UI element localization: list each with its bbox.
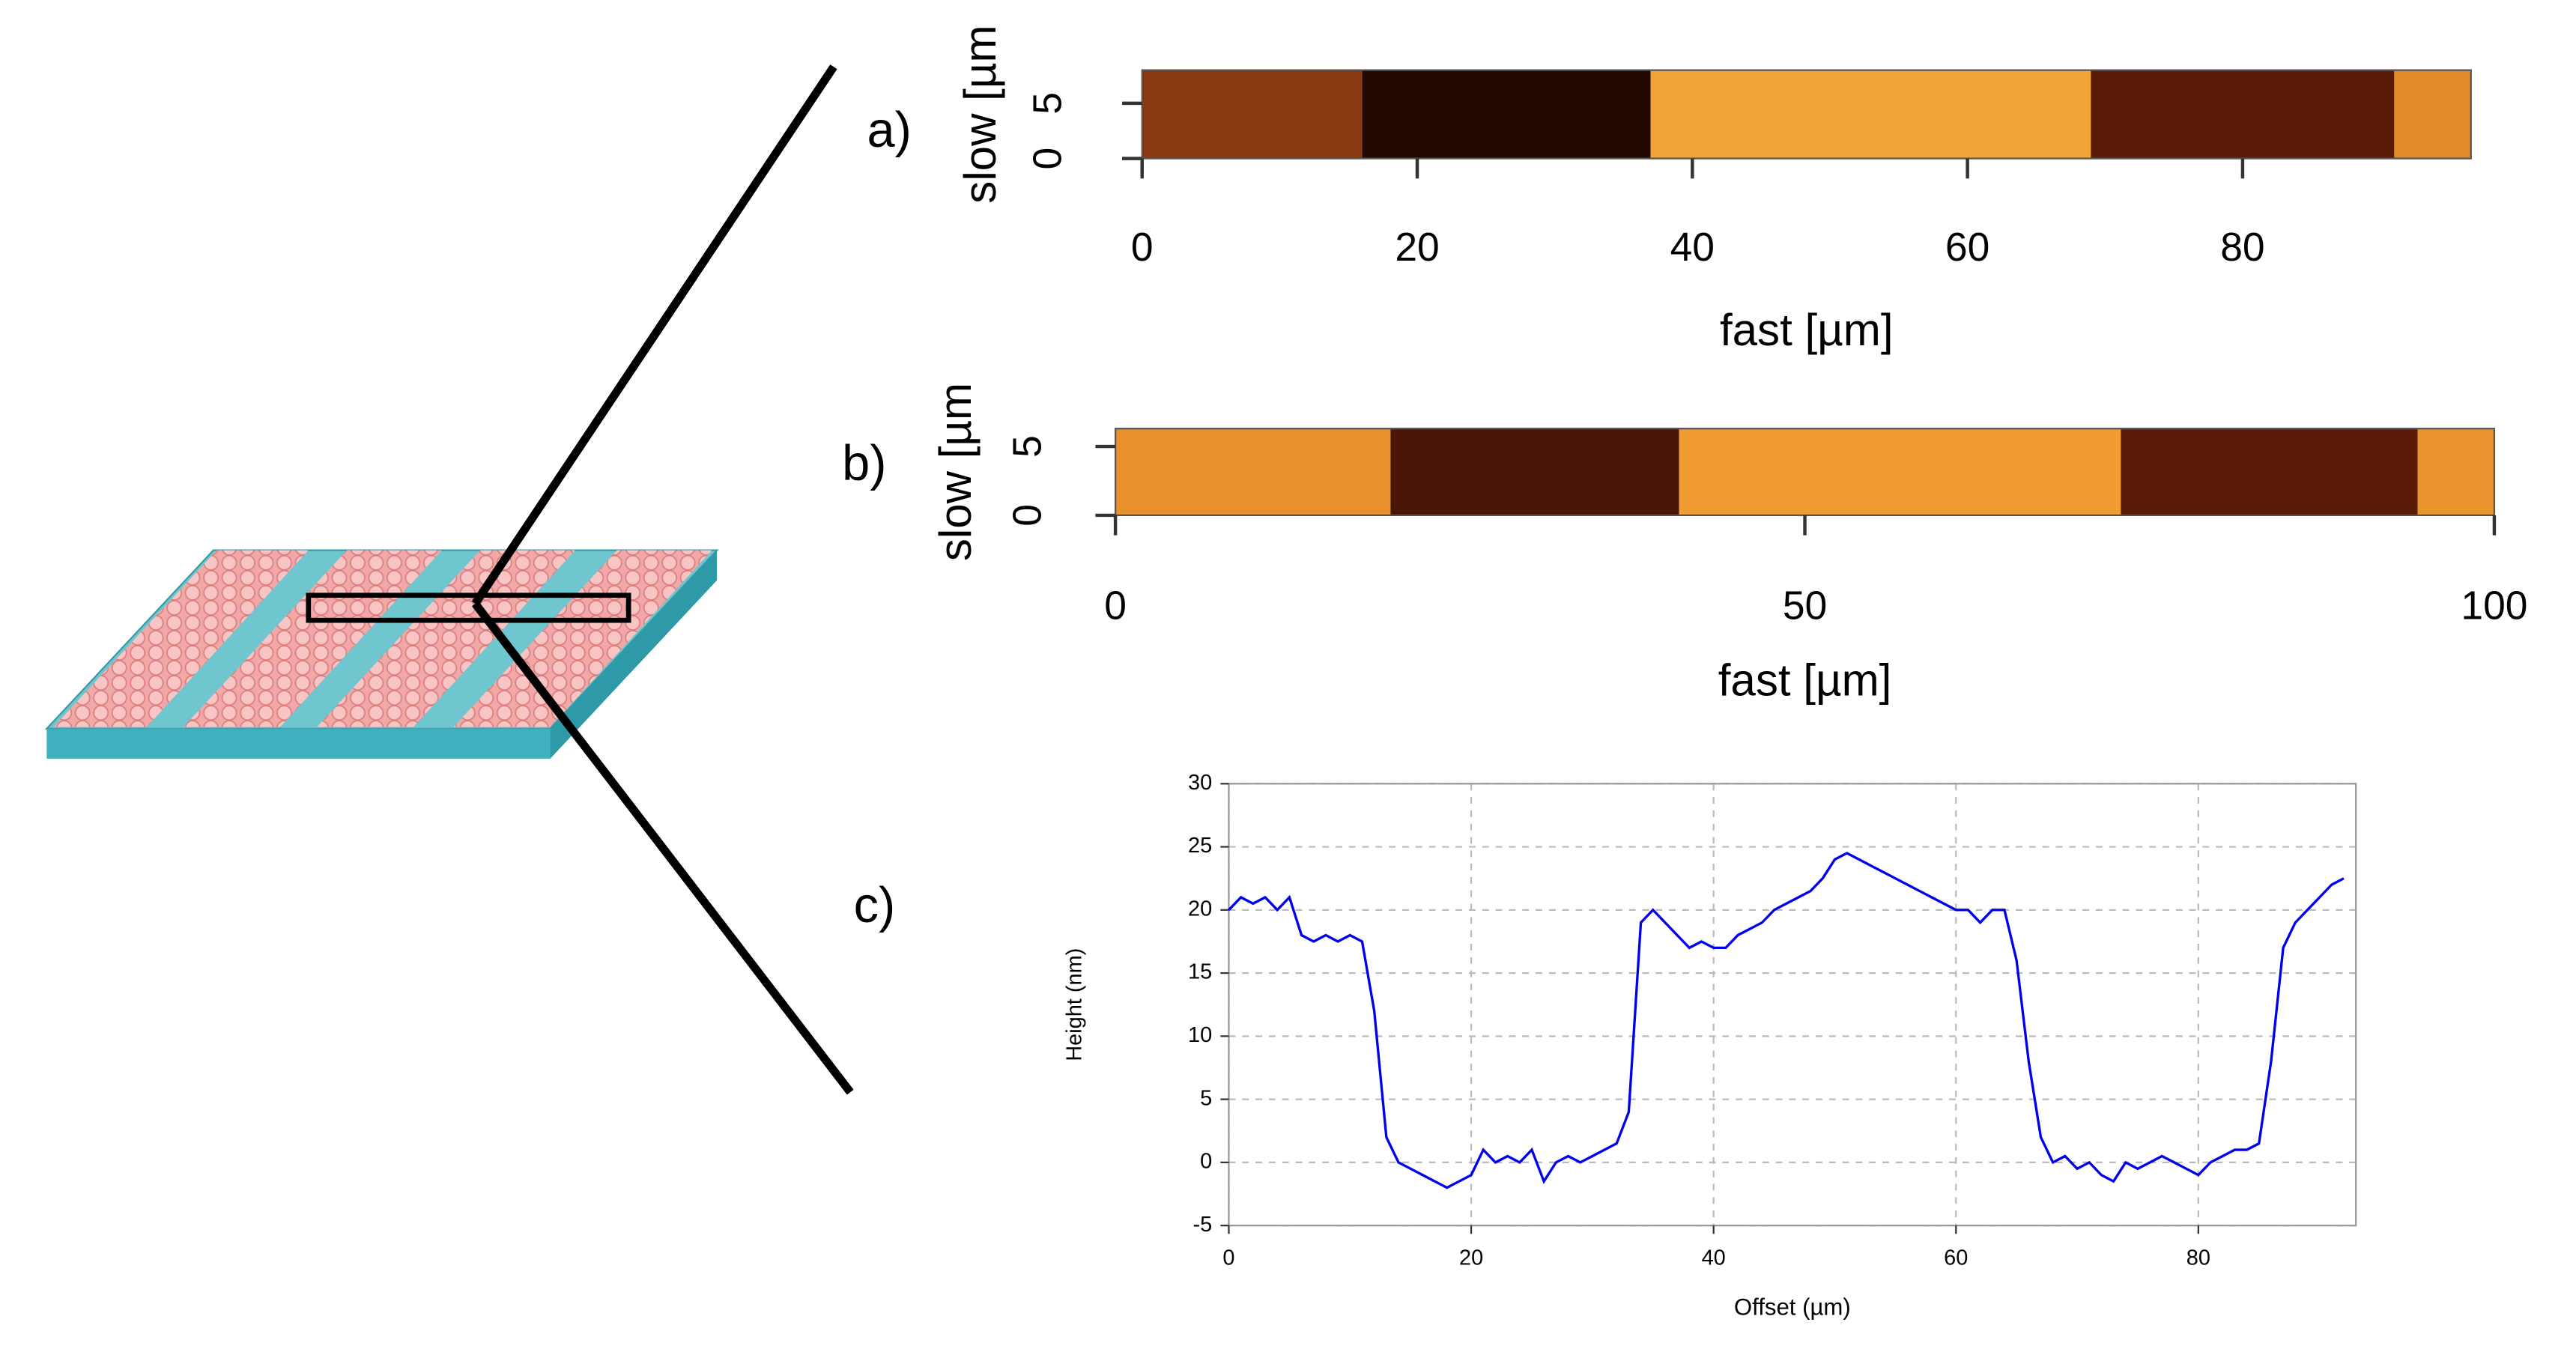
panel-label: a) — [867, 103, 911, 158]
x-tick-label: 0 — [1104, 584, 1127, 628]
x-tick-label: 20 — [1395, 225, 1439, 270]
afm-image-b — [1115, 428, 2494, 515]
panel-label: c) — [854, 878, 896, 933]
y-tick-label: 0 — [1006, 504, 1050, 527]
y-tick-label: 5 — [1200, 1086, 1212, 1110]
x-axis-label: fast [µm] — [1718, 655, 1892, 706]
data-line — [1228, 852, 2345, 1189]
y-axis-label: slow [µm — [930, 383, 981, 561]
y-tick-label: 5 — [1025, 92, 1070, 115]
x-tick-label: 40 — [1702, 1246, 1726, 1270]
afm-image-a — [1142, 70, 2471, 159]
x-tick-label: 40 — [1670, 225, 1715, 270]
x-tick-label: 60 — [1944, 1246, 1968, 1270]
panel-label: b) — [842, 436, 886, 491]
y-tick-label: 25 — [1188, 834, 1212, 858]
y-tick-label: 5 — [1006, 435, 1050, 458]
y-tick-label: -5 — [1193, 1213, 1213, 1237]
x-tick-label: 80 — [2186, 1246, 2210, 1270]
y-tick-label: 15 — [1188, 960, 1212, 984]
x-tick-label: 20 — [1459, 1246, 1483, 1270]
plot-frame — [1228, 783, 2357, 1227]
x-axis-label: fast [µm] — [1720, 305, 1894, 355]
y-tick-label: 0 — [1025, 148, 1070, 170]
x-tick-label: 50 — [1783, 584, 1827, 628]
y-tick-label: 30 — [1188, 771, 1212, 795]
x-tick-label: 0 — [1131, 225, 1154, 270]
y-tick-label: 20 — [1188, 897, 1212, 921]
x-tick-label: 0 — [1222, 1246, 1234, 1270]
x-tick-label: 100 — [2461, 584, 2527, 628]
x-tick-label: 80 — [2220, 225, 2264, 270]
y-axis-label: slow [µm — [955, 25, 1005, 203]
y-tick-label: 0 — [1200, 1150, 1212, 1174]
y-tick-label: 10 — [1188, 1023, 1212, 1047]
x-axis-label: Offset (µm) — [1734, 1294, 1851, 1321]
x-tick-label: 60 — [1945, 225, 1989, 270]
plot-frame — [1141, 69, 2472, 160]
schematic — [44, 64, 854, 1095]
y-axis-label: Height (nm) — [1062, 948, 1086, 1061]
